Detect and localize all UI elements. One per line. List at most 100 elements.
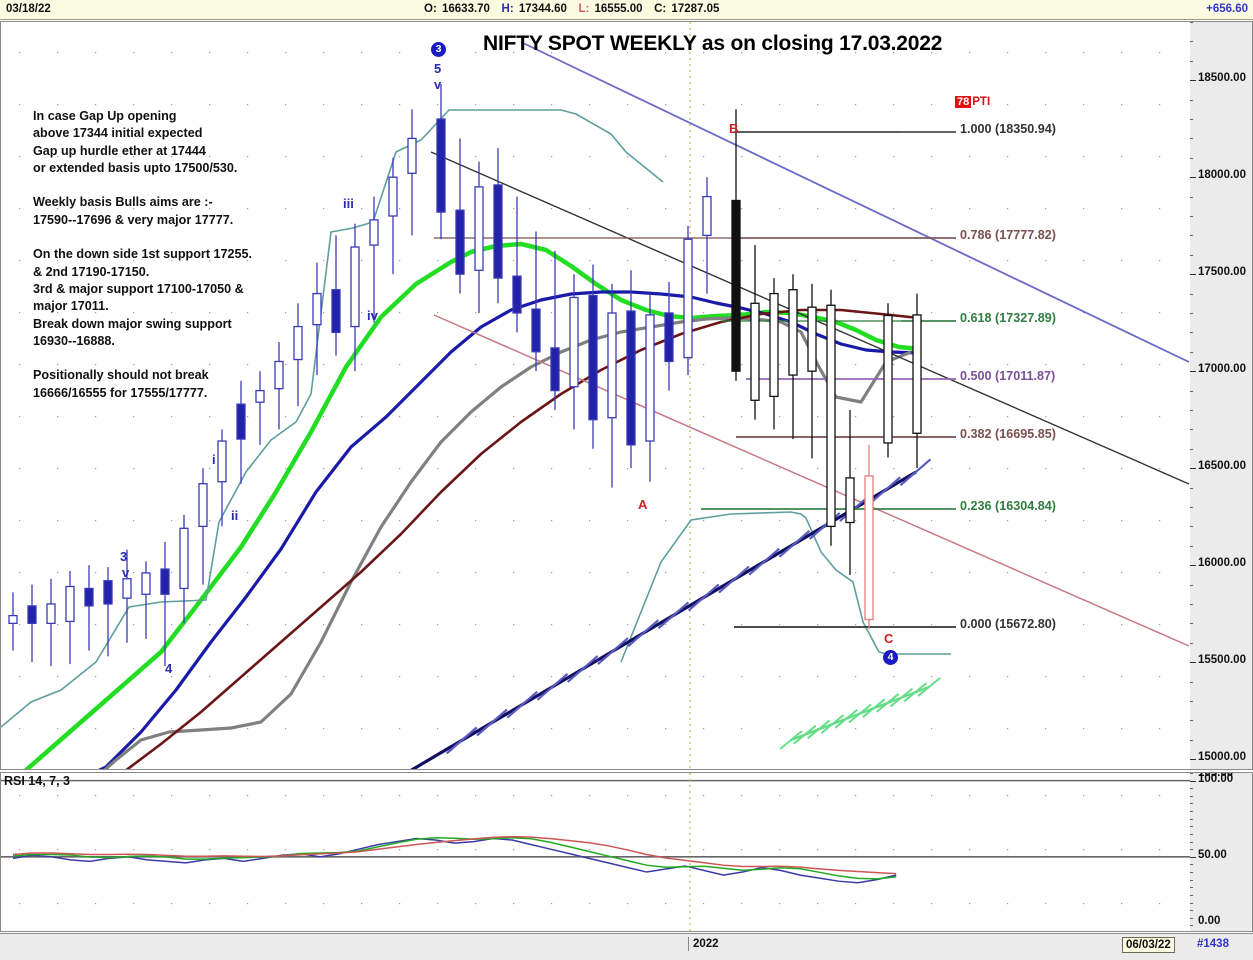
candlestick [864,444,874,630]
moving-average-dark-red [125,308,920,769]
rsi-axis-tick-label: 100.00 [1198,772,1234,785]
candlestick [826,289,836,546]
candlestick [350,223,360,372]
price-axis-tick-label: 17000.00 [1198,363,1246,376]
candlestick [607,283,617,488]
price-axis-tick [1190,371,1196,373]
candlestick [255,371,265,445]
pti-indicator: 78 PTI [955,92,990,110]
circled-wave-degree-label: 4 [883,650,898,665]
price-axis-minor-tick [1190,700,1193,702]
candlestick [912,293,922,469]
price-axis-tick [1190,662,1196,664]
trendline-pink-lower [433,314,1190,647]
price-axis-tick [1190,274,1196,276]
candlestick [274,342,284,430]
rsi-grid-dots [19,795,1161,905]
price-chart-pane[interactable] [0,21,1190,770]
price-axis-tick [1190,468,1196,470]
rsi-axis-tick [1190,856,1196,858]
candlestick [122,549,132,643]
wave-label: i [212,452,216,467]
last-date-box[interactable]: 06/03/22 [1122,937,1175,953]
rsi-axis-extra-label: 105.00 [1198,772,1234,779]
price-axis-minor-tick [1190,351,1193,353]
price-axis-tick-label: 16000.00 [1198,557,1246,570]
open-value: 16633.70 [441,3,490,15]
rsi-indicator-pane[interactable] [0,772,1190,932]
candlestick [141,561,151,639]
candlestick [198,468,208,585]
rsi-line-fast [12,837,897,884]
open-label: O: [424,3,437,15]
candlestick [645,293,655,482]
rsi-axis-minor-tick [1190,894,1193,896]
rsi-axis-tick-label: 0.00 [1198,915,1221,927]
swing-zigzag-lower [620,511,951,663]
ohlc-readout: O: 16633.70 H: 17344.60 L: 16555.00 C: 1… [424,3,721,15]
candlestick [27,584,37,663]
price-chart-canvas [1,22,1190,769]
candlestick [531,231,541,372]
price-axis[interactable]: 15000.00 15500.00 16000.00 16500.00 17000.00… [1190,21,1253,770]
wave-label: v [434,77,442,92]
rsi-axis-minor-tick [1190,917,1193,919]
candlestick [731,109,741,381]
abc-correction-label: B [729,121,739,136]
price-axis-minor-tick [1190,487,1193,489]
circled-wave-degree-label: 3 [431,42,446,57]
trendline-purple-upper [520,41,1190,363]
price-axis-minor-tick [1190,720,1193,722]
hatched-trendline-group [410,458,932,769]
rsi-axis[interactable]: 0.00 50.00 100.00 105.00 [1190,772,1253,932]
hatched-trendline-green [779,677,941,750]
page-title: NIFTY SPOT WEEKLY as on closing 17.03.20… [483,32,943,55]
rsi-axis-minor-tick [1190,879,1193,881]
rsi-axis-tick [1190,780,1196,782]
rsi-axis-minor-tick [1190,872,1193,874]
price-axis-tick-label: 18500.00 [1198,72,1246,85]
price-axis-tick-label: 15500.00 [1198,654,1246,667]
wave-label: 3 [120,549,128,564]
quote-bar: 03/18/22 O: 16633.70 H: 17344.60 L: 1655… [0,0,1253,20]
candlestick [683,225,693,376]
candlestick [312,262,322,376]
candlestick [369,196,379,323]
bottom-status-bar: 2022 06/03/22 #1438 [0,933,1253,960]
candlestick [883,303,893,458]
low-value: 16555.00 [594,3,643,15]
price-axis-minor-tick [1190,22,1193,23]
rsi-axis-minor-tick [1190,902,1193,904]
fibonacci-level-label: 0.786 (17777.82) [960,228,1056,242]
candlestick [474,161,484,313]
rsi-axis-minor-tick [1190,910,1193,912]
price-axis-minor-tick [1190,506,1193,508]
rsi-label: RSI 14, 7, 3 [4,774,71,788]
x-axis-year-label: 2022 [688,937,723,951]
candlestick [664,281,674,391]
candlestick [702,177,712,294]
price-axis-minor-tick [1190,157,1193,159]
price-axis-minor-tick [1190,41,1193,43]
swing-zigzag-upper [1,109,664,728]
fibonacci-level-label: 0.000 (15672.80) [960,617,1056,631]
price-axis-minor-tick [1190,584,1193,586]
candlestick-series [8,84,922,667]
price-axis-minor-tick [1190,138,1193,140]
price-axis-minor-tick [1190,429,1193,431]
abc-correction-label: C [884,631,894,646]
price-axis-minor-tick [1190,526,1193,528]
candlestick [236,380,246,484]
candlestick [46,578,56,667]
candlestick [407,109,417,236]
rsi-axis-minor-tick [1190,788,1193,790]
price-axis-minor-tick [1190,545,1193,547]
candlestick [217,429,227,527]
candlestick [8,592,18,651]
rsi-axis-minor-tick [1190,818,1193,820]
high-value: 17344.60 [518,3,567,15]
candlestick [807,283,817,459]
rsi-axis-minor-tick [1190,811,1193,813]
price-axis-minor-tick [1190,603,1193,605]
rsi-axis-minor-tick [1190,795,1193,797]
